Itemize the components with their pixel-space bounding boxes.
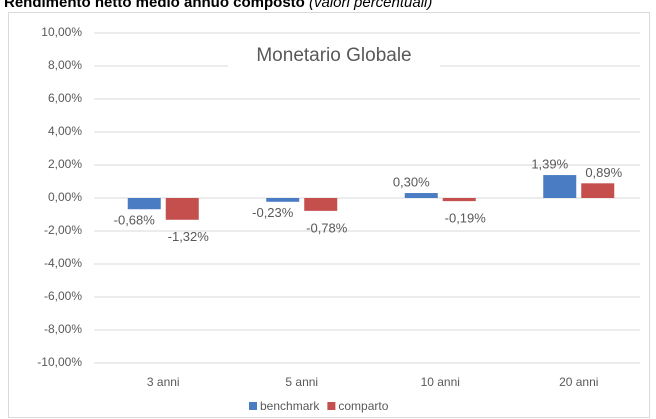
data-label: -1,32% [168, 229, 210, 244]
data-label: -0,78% [306, 220, 348, 235]
bar [442, 198, 476, 202]
y-tick-label: 10,00% [41, 25, 82, 39]
y-tick-label: 6,00% [48, 91, 82, 105]
chart-border [8, 12, 650, 418]
y-tick-label: -8,00% [44, 322, 82, 336]
x-tick-label: 3 anni [147, 375, 180, 389]
y-tick-label: 2,00% [48, 157, 82, 171]
data-label: -0,23% [252, 205, 294, 220]
x-tick-label: 5 anni [285, 375, 318, 389]
data-label: 1,39% [531, 157, 568, 172]
y-tick-label: -4,00% [44, 256, 82, 270]
legend-swatch [249, 402, 257, 410]
legend-label: comparto [338, 399, 388, 413]
data-label: 0,30% [393, 174, 430, 189]
y-tick-label: 0,00% [48, 190, 82, 204]
x-tick-label: 10 anni [421, 375, 460, 389]
bar [581, 183, 615, 198]
y-tick-label: -6,00% [44, 289, 82, 303]
header-title: Rendimento netto medio annuo composto [4, 0, 305, 11]
header: Rendimento netto medio annuo composto (v… [4, 0, 432, 11]
bar [127, 198, 161, 210]
data-label: -0,19% [445, 211, 487, 226]
x-tick-label: 20 anni [559, 375, 598, 389]
y-tick-label: 4,00% [48, 124, 82, 138]
title-backdrop [228, 40, 440, 70]
y-tick-label: -2,00% [44, 223, 82, 237]
y-tick-label: 8,00% [48, 58, 82, 72]
bar [304, 198, 338, 211]
chart-title: Monetario Globale [256, 45, 411, 66]
bar [543, 175, 577, 198]
legend-label: benchmark [260, 399, 320, 413]
bar [165, 198, 199, 220]
bar [266, 198, 300, 202]
y-tick-label: -10,00% [37, 355, 82, 369]
data-label: 0,89% [585, 165, 622, 180]
bar [404, 193, 438, 198]
header-subtitle: (valori percentuali) [309, 0, 433, 11]
legend-swatch [327, 402, 336, 410]
data-label: -0,68% [114, 213, 156, 228]
